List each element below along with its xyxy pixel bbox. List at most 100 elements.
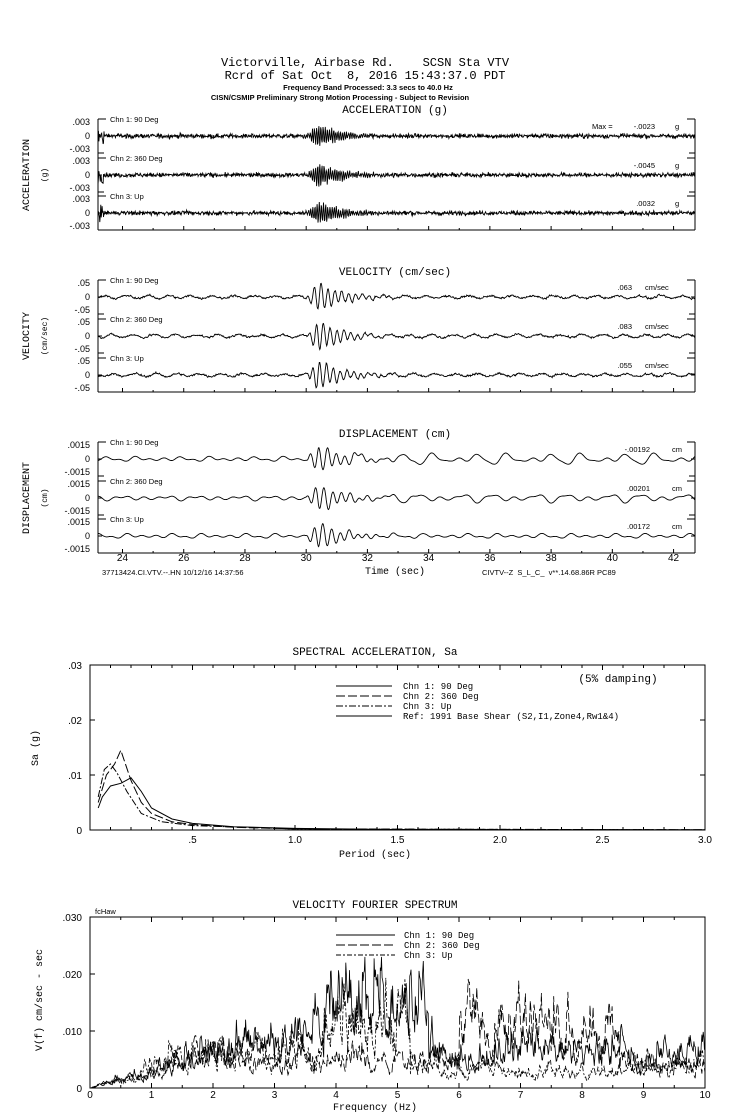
y-tick-label: .010 bbox=[63, 1027, 83, 1038]
y-tick-label: -.003 bbox=[69, 144, 90, 154]
max-unit: cm bbox=[672, 522, 682, 531]
legend-label: Chn 3: Up bbox=[403, 702, 452, 712]
waveform-trace bbox=[97, 523, 696, 548]
x-tick-label: 24 bbox=[117, 553, 129, 564]
legend-label: Chn 1: 90 Deg bbox=[404, 931, 474, 941]
max-value: -.00192 bbox=[625, 445, 650, 454]
y-tick-label: .020 bbox=[63, 970, 83, 981]
x-tick-label: 34 bbox=[423, 553, 435, 564]
waveform-trace bbox=[97, 201, 696, 223]
max-value: -.0023 bbox=[634, 122, 655, 131]
y-tick-label: 0 bbox=[85, 531, 90, 541]
max-unit: g bbox=[675, 122, 679, 131]
y-axis-unit: (cm/sec) bbox=[41, 317, 50, 355]
max-unit: cm bbox=[672, 484, 682, 493]
waveform-trace bbox=[97, 362, 696, 389]
x-axis-label: Frequency (Hz) bbox=[333, 1102, 417, 1114]
x-tick-label: .5 bbox=[188, 835, 197, 846]
channel-label: Chn 2: 360 Deg bbox=[110, 477, 163, 486]
legend-label: Ref: 1991 Base Shear (S2,I1,Zone4,Rw1&4) bbox=[403, 712, 619, 722]
x-tick-label: 3.0 bbox=[698, 835, 712, 846]
y-tick-label: -.05 bbox=[74, 305, 90, 315]
y-tick-label: .0015 bbox=[67, 479, 90, 489]
y-tick-label: .05 bbox=[77, 278, 90, 288]
max-value: .063 bbox=[617, 283, 632, 292]
fourier-series-line bbox=[91, 978, 706, 1089]
header-disclaimer: CISN/CSMIP Preliminary Strong Motion Pro… bbox=[211, 93, 470, 102]
y-tick-label: -.05 bbox=[74, 383, 90, 393]
x-tick-label: 2.5 bbox=[596, 835, 610, 846]
y-tick-label: .003 bbox=[72, 156, 90, 166]
sa-series-line bbox=[97, 748, 706, 831]
max-value: .055 bbox=[617, 361, 632, 370]
footer-left: 37713424.CI.VTV.--.HN 10/12/16 14:37:56 bbox=[102, 568, 244, 577]
header-record: Rcrd of Sat Oct 8, 2016 15:43:37.0 PDT bbox=[225, 69, 506, 83]
y-axis-label: V(f) cm/sec - sec bbox=[34, 949, 46, 1051]
waveform-trace bbox=[98, 486, 696, 511]
waveform-trace bbox=[97, 447, 696, 471]
sa-plot-frame bbox=[89, 664, 706, 831]
y-tick-label: 0 bbox=[85, 131, 90, 141]
y-tick-label: -.003 bbox=[69, 183, 90, 193]
y-tick-label: -.003 bbox=[69, 221, 90, 231]
legend-label: Chn 1: 90 Deg bbox=[403, 682, 473, 692]
y-tick-label: .05 bbox=[77, 317, 90, 327]
max-value: -.0045 bbox=[634, 161, 655, 170]
channel-label: Chn 1: 90 Deg bbox=[110, 438, 158, 447]
damping-annotation: (5% damping) bbox=[578, 674, 657, 686]
max-value: .00172 bbox=[627, 522, 650, 531]
x-tick-label: 2.0 bbox=[493, 835, 507, 846]
y-tick-label: .0015 bbox=[67, 440, 90, 450]
x-axis-label: Time (sec) bbox=[365, 566, 425, 578]
max-unit: cm/sec bbox=[645, 361, 669, 370]
y-tick-label: .003 bbox=[72, 117, 90, 127]
y-tick-label: .02 bbox=[68, 716, 82, 727]
footer-right: CIVTV--Z S_L_C_ v**.14.68.86R PC89 bbox=[482, 568, 616, 577]
max-unit: cm bbox=[672, 445, 682, 454]
x-tick-label: 4 bbox=[333, 1090, 339, 1101]
x-tick-label: 10 bbox=[699, 1090, 711, 1101]
x-tick-label: 8 bbox=[579, 1090, 585, 1101]
y-tick-label: .05 bbox=[77, 356, 90, 366]
panel-title: ACCELERATION (g) bbox=[342, 105, 448, 117]
x-tick-label: 3 bbox=[272, 1090, 278, 1101]
y-tick-label: 0 bbox=[85, 454, 90, 464]
y-tick-label: -.0015 bbox=[64, 506, 90, 516]
waveform-trace bbox=[97, 126, 696, 146]
max-prefix: Max = bbox=[592, 122, 613, 131]
y-tick-label: 0 bbox=[76, 1084, 82, 1095]
y-axis-label: DISPLACEMENT bbox=[22, 462, 33, 534]
x-tick-label: 0 bbox=[87, 1090, 93, 1101]
y-tick-label: 0 bbox=[85, 331, 90, 341]
x-tick-label: 30 bbox=[301, 553, 313, 564]
y-tick-label: 0 bbox=[85, 170, 90, 180]
y-tick-label: 0 bbox=[76, 826, 82, 837]
header-band: Frequency Band Processed: 3.3 secs to 40… bbox=[283, 83, 453, 92]
legend-label: Chn 3: Up bbox=[404, 951, 453, 961]
y-tick-label: -.0015 bbox=[64, 544, 90, 554]
y-tick-label: .03 bbox=[68, 661, 82, 672]
x-tick-label: 42 bbox=[668, 553, 680, 564]
x-tick-label: 1.0 bbox=[288, 835, 302, 846]
x-tick-label: 9 bbox=[641, 1090, 647, 1101]
legend-label: Chn 2: 360 Deg bbox=[404, 941, 480, 951]
max-unit: g bbox=[675, 199, 679, 208]
header-station: Victorville, Airbase Rd. SCSN Sta VTV bbox=[221, 56, 510, 70]
waveform-trace bbox=[97, 164, 696, 187]
x-axis-label: Period (sec) bbox=[339, 849, 411, 861]
x-tick-label: 36 bbox=[484, 553, 496, 564]
legend-label: Chn 2: 360 Deg bbox=[403, 692, 479, 702]
y-tick-label: -.0015 bbox=[64, 467, 90, 477]
y-tick-label: -.05 bbox=[74, 344, 90, 354]
x-tick-label: 1 bbox=[149, 1090, 155, 1101]
max-value: .083 bbox=[617, 322, 632, 331]
panel-title: VELOCITY (cm/sec) bbox=[339, 267, 451, 279]
x-tick-label: 6 bbox=[456, 1090, 462, 1101]
x-tick-label: 1.5 bbox=[391, 835, 405, 846]
sa-series-line bbox=[97, 777, 706, 831]
x-tick-label: 38 bbox=[546, 553, 558, 564]
x-tick-label: 7 bbox=[518, 1090, 524, 1101]
waveform-trace bbox=[97, 282, 695, 310]
fourier-series-line bbox=[90, 977, 706, 1089]
